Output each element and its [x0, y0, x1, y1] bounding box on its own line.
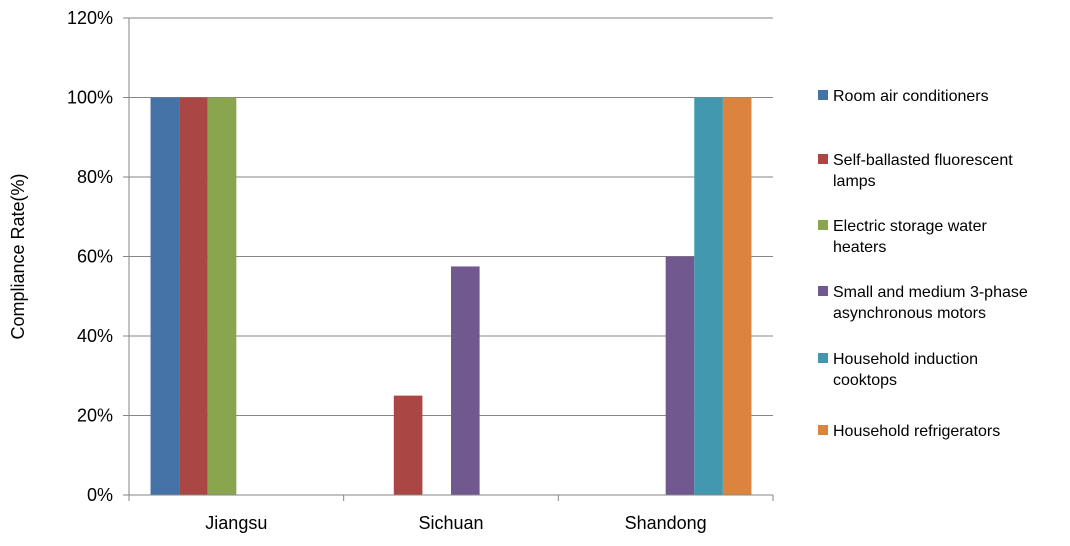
y-tick-label: 20% — [77, 406, 113, 426]
legend-swatch — [818, 425, 828, 435]
y-tick-label: 40% — [77, 326, 113, 346]
y-axis-title: Compliance Rate(%) — [8, 173, 28, 339]
legend-swatch — [818, 220, 828, 230]
x-tick-label: Jiangsu — [205, 513, 267, 533]
y-tick-label: 100% — [67, 88, 113, 108]
legend-item: Electric storage water heaters — [818, 218, 988, 256]
legend: Room air conditioners Self-ballasted fluo… — [818, 88, 1028, 440]
y-tick-label: 0% — [87, 485, 113, 505]
y-tick-labels: 0% 20% 40% 60% 80% 100% 120% — [67, 8, 113, 505]
bar — [179, 97, 208, 495]
x-tick-labels: Jiangsu Sichuan Shandong — [205, 513, 706, 533]
bars — [150, 97, 752, 495]
legend-item: Room air conditioners — [818, 88, 989, 105]
legend-label: Self-ballasted fluorescent — [833, 152, 1013, 169]
legend-item: Household induction cooktops — [818, 351, 978, 389]
y-tick-label: 60% — [77, 247, 113, 267]
bar — [722, 97, 752, 495]
bar — [451, 266, 480, 495]
legend-swatch — [818, 286, 828, 296]
legend-swatch — [818, 90, 828, 100]
legend-label: Household induction — [833, 351, 978, 368]
legend-item: Household refrigerators — [818, 423, 1000, 440]
legend-label: lamps — [833, 173, 876, 190]
legend-label: Room air conditioners — [833, 88, 989, 105]
legend-label: asynchronous motors — [833, 305, 986, 322]
legend-swatch — [818, 353, 828, 363]
legend-label: Household refrigerators — [833, 423, 1000, 440]
bar — [665, 256, 695, 495]
axes — [123, 17, 774, 501]
bar — [150, 97, 180, 495]
x-tick-label: Sichuan — [418, 513, 483, 533]
bar — [393, 395, 423, 495]
bar — [207, 97, 237, 495]
legend-label: Small and medium 3-phase — [833, 284, 1028, 301]
legend-label: cooktops — [833, 372, 897, 389]
legend-item: Small and medium 3-phase asynchronous mot… — [818, 284, 1028, 322]
legend-label: heaters — [833, 239, 886, 256]
y-tick-label: 120% — [67, 8, 113, 28]
x-tick-label: Shandong — [625, 513, 707, 533]
legend-label: Electric storage water — [833, 218, 988, 235]
legend-item: Self-ballasted fluorescent lamps — [818, 152, 1013, 190]
bar — [694, 97, 723, 495]
legend-swatch — [818, 154, 828, 164]
y-tick-label: 80% — [77, 167, 113, 187]
